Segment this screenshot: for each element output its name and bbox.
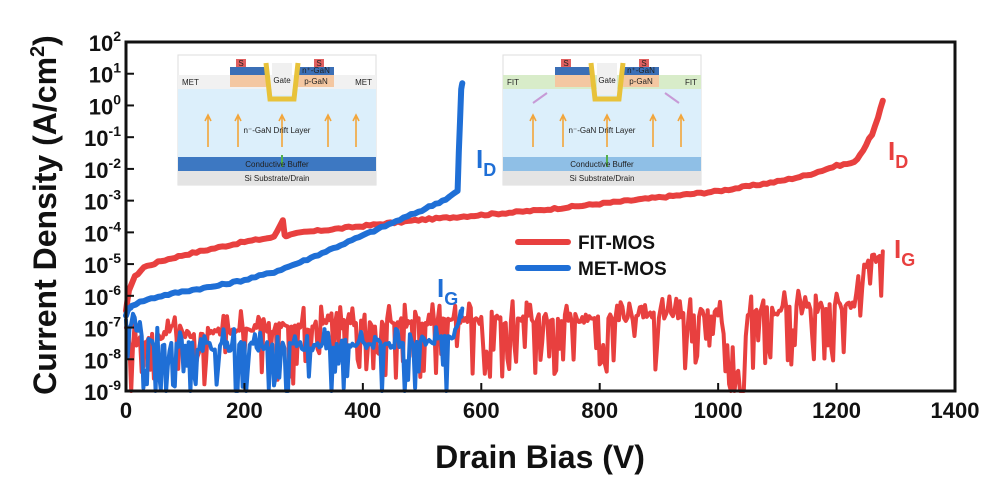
x-tick-label: 400 bbox=[344, 398, 381, 423]
inset-label: Gate bbox=[273, 76, 291, 85]
legend: FIT-MOS MET-MOS bbox=[511, 225, 709, 285]
x-tick-label: 1000 bbox=[694, 398, 743, 423]
legend-box bbox=[511, 225, 709, 285]
inset-label: n⁻-GaN Drift Layer bbox=[569, 126, 636, 135]
inset-label: Si Substrate/Drain bbox=[570, 174, 635, 183]
inset-label: Conductive Buffer bbox=[245, 160, 309, 169]
ticks-layer: 0 200 400 600 800 1000 1200 1400 102 101 100 10-1 10… bbox=[84, 28, 979, 423]
y-tick-label: 100 bbox=[89, 91, 121, 119]
y-tick-label: 10-1 bbox=[84, 123, 121, 151]
legend-label: FIT-MOS bbox=[578, 233, 655, 254]
legend-label: MET-MOS bbox=[578, 259, 667, 280]
x-tick-label: 0 bbox=[120, 398, 132, 423]
met-inset: MET MET Gate n⁺-GaN p-GaN n⁻-GaN Drift Layer C… bbox=[177, 54, 377, 186]
inset-label: S bbox=[641, 59, 646, 68]
y-tick-label: 10-6 bbox=[84, 282, 121, 310]
series-annotation: ID bbox=[476, 144, 496, 180]
series-line-met-mos-id bbox=[123, 80, 466, 319]
x-tick-label: 1400 bbox=[931, 398, 980, 423]
insets: MET MET Gate n⁺-GaN p-GaN n⁻-GaN Drift Layer C… bbox=[177, 54, 702, 186]
series-line-fit-mos-id bbox=[123, 97, 886, 314]
x-axis-title: Drain Bias (V) bbox=[435, 439, 645, 475]
series-line-met-mos-ig bbox=[124, 306, 465, 393]
inset-label: p-GaN bbox=[304, 77, 328, 86]
x-tick-label: 800 bbox=[581, 398, 618, 423]
inset-label: n⁺-GaN bbox=[627, 66, 655, 75]
y-axis-title: Current Density (A/cm2) bbox=[27, 35, 63, 395]
series-layer bbox=[123, 80, 886, 393]
plot-frame bbox=[124, 40, 957, 393]
series-annotation: IG bbox=[437, 273, 458, 309]
inset-label: MET bbox=[355, 78, 372, 87]
x-tick-label: 600 bbox=[463, 398, 500, 423]
y-axis-title-main: Current Density (A/cm bbox=[27, 57, 63, 395]
y-axis-title-sup: 2 bbox=[27, 46, 49, 57]
inset-label: S bbox=[316, 59, 321, 68]
y-tick-label: 10-2 bbox=[84, 155, 121, 183]
inset-label: Si Substrate/Drain bbox=[245, 174, 310, 183]
fit-inset: FIT FIT Gate n⁺-GaN p-GaN n⁻-GaN Drift Layer C… bbox=[502, 54, 702, 186]
y-tick-label: 10-4 bbox=[84, 218, 121, 246]
y-tick-label: 10-8 bbox=[84, 345, 121, 373]
y-tick-label: 10-3 bbox=[84, 187, 121, 215]
inset-label: FIT bbox=[685, 78, 697, 87]
series-annotations: ID ID IG IG bbox=[437, 136, 915, 309]
inset-label: S bbox=[563, 59, 568, 68]
y-tick-label: 10-5 bbox=[84, 250, 121, 278]
inset-label: Gate bbox=[598, 76, 616, 85]
y-tick-label: 10-9 bbox=[84, 377, 121, 405]
inset-label: MET bbox=[182, 78, 199, 87]
x-tick-label: 200 bbox=[226, 398, 263, 423]
x-tick-label: 1200 bbox=[812, 398, 861, 423]
y-tick-label: 10-7 bbox=[84, 314, 121, 342]
inset-label: p-GaN bbox=[629, 77, 653, 86]
y-tick-label: 102 bbox=[89, 28, 121, 56]
inset-label: Conductive Buffer bbox=[570, 160, 634, 169]
inset-label: n⁻-GaN Drift Layer bbox=[244, 126, 311, 135]
y-axis-title-tail: ) bbox=[27, 35, 63, 46]
inset-label: n⁺-GaN bbox=[302, 66, 330, 75]
inset-label: S bbox=[238, 59, 243, 68]
series-annotation: ID bbox=[888, 136, 908, 172]
series-line-fit-mos-ig bbox=[124, 249, 885, 393]
y-tick-label: 101 bbox=[89, 60, 121, 88]
series-annotation: IG bbox=[894, 234, 915, 270]
inset-label: FIT bbox=[507, 78, 519, 87]
